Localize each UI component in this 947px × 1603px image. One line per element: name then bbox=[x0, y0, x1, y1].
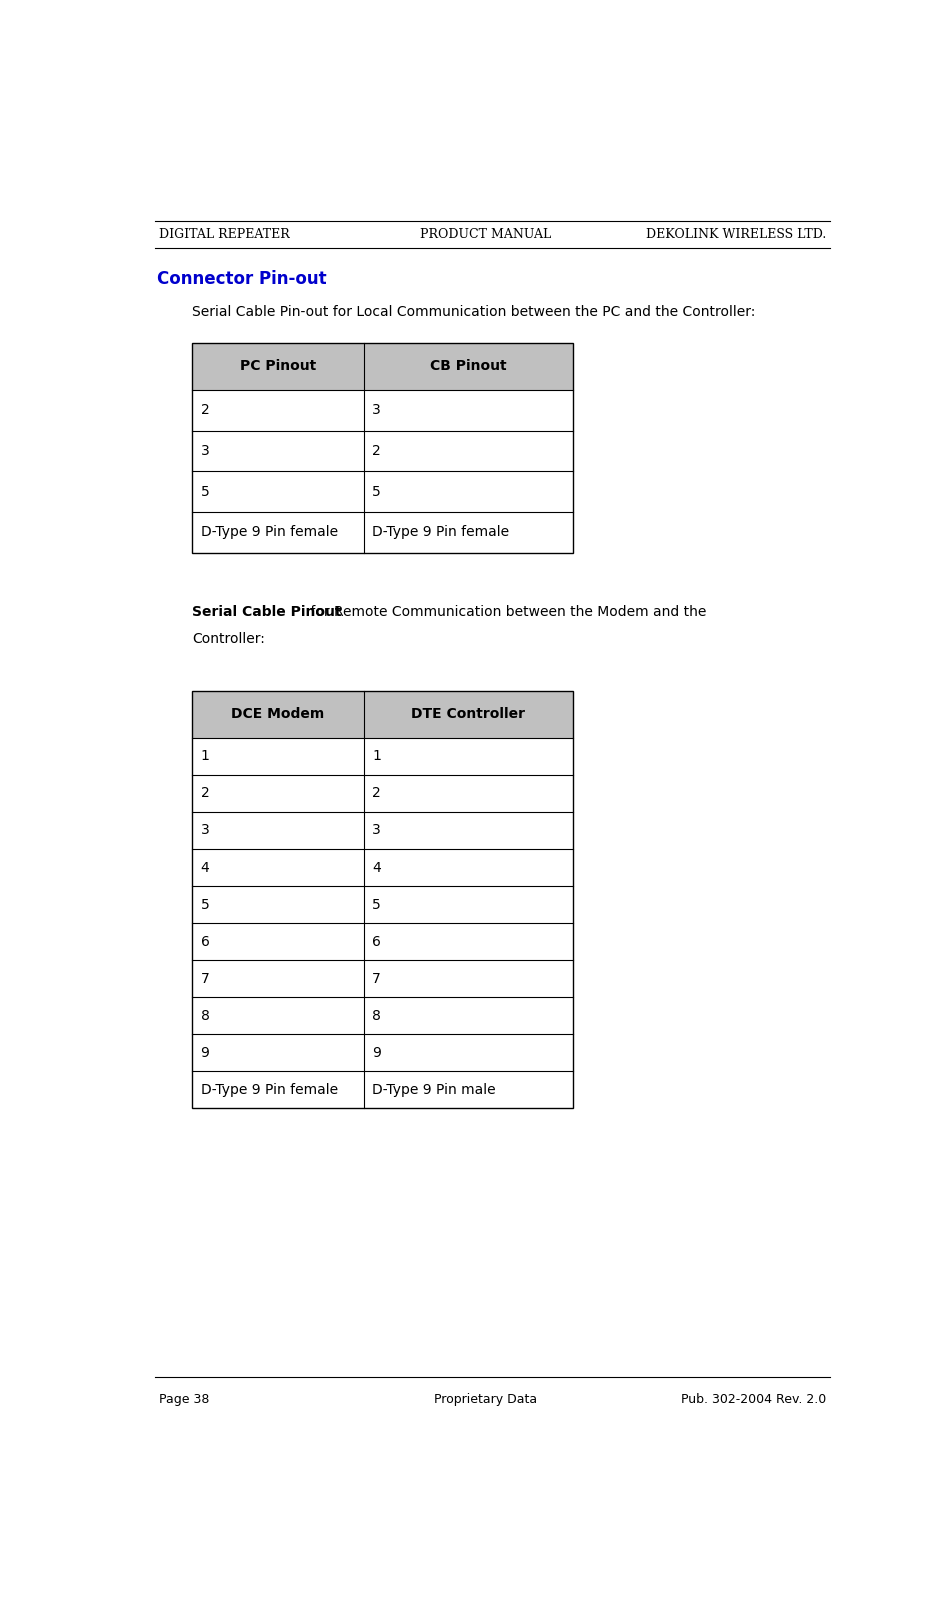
Text: 7: 7 bbox=[201, 971, 209, 986]
Text: 3: 3 bbox=[372, 824, 381, 837]
Text: 1: 1 bbox=[201, 750, 209, 763]
Text: DEKOLINK WIRELESS LTD.: DEKOLINK WIRELESS LTD. bbox=[647, 228, 827, 240]
Text: 9: 9 bbox=[201, 1045, 209, 1060]
Text: 2: 2 bbox=[372, 787, 381, 800]
Text: Serial Cable Pinout: Serial Cable Pinout bbox=[192, 604, 341, 619]
Text: Serial Cable Pin-out for Local Communication between the PC and the Controller:: Serial Cable Pin-out for Local Communica… bbox=[192, 305, 755, 319]
Bar bbox=[192, 343, 574, 390]
Bar bbox=[192, 343, 574, 553]
Text: 6: 6 bbox=[372, 935, 382, 949]
Text: 5: 5 bbox=[201, 484, 209, 499]
Text: 4: 4 bbox=[372, 861, 381, 875]
Text: D-Type 9 Pin female: D-Type 9 Pin female bbox=[372, 526, 509, 540]
Text: CB Pinout: CB Pinout bbox=[430, 359, 507, 373]
Text: PC Pinout: PC Pinout bbox=[240, 359, 315, 373]
Text: 3: 3 bbox=[201, 444, 209, 458]
Text: 5: 5 bbox=[372, 898, 381, 912]
Text: for Remote Communication between the Modem and the: for Remote Communication between the Mod… bbox=[306, 604, 706, 619]
Text: 4: 4 bbox=[201, 861, 209, 875]
Text: 3: 3 bbox=[201, 824, 209, 837]
Text: DIGITAL REPEATER: DIGITAL REPEATER bbox=[159, 228, 290, 240]
Text: D-Type 9 Pin male: D-Type 9 Pin male bbox=[372, 1082, 496, 1096]
Text: Controller:: Controller: bbox=[192, 632, 264, 646]
Text: 8: 8 bbox=[372, 1008, 382, 1023]
Bar bbox=[192, 691, 574, 737]
Text: 2: 2 bbox=[201, 404, 209, 417]
Text: D-Type 9 Pin female: D-Type 9 Pin female bbox=[201, 526, 338, 540]
Text: 5: 5 bbox=[201, 898, 209, 912]
Text: 1: 1 bbox=[372, 750, 382, 763]
Text: DCE Modem: DCE Modem bbox=[231, 707, 324, 721]
Text: 7: 7 bbox=[372, 971, 381, 986]
Text: Connector Pin-out: Connector Pin-out bbox=[156, 269, 326, 289]
Text: Page 38: Page 38 bbox=[159, 1393, 209, 1406]
Bar bbox=[192, 691, 574, 1108]
Text: 8: 8 bbox=[201, 1008, 209, 1023]
Text: 3: 3 bbox=[372, 404, 381, 417]
Text: Proprietary Data: Proprietary Data bbox=[434, 1393, 537, 1406]
Text: 2: 2 bbox=[372, 444, 381, 458]
Text: 2: 2 bbox=[201, 787, 209, 800]
Text: 5: 5 bbox=[372, 484, 381, 499]
Text: D-Type 9 Pin female: D-Type 9 Pin female bbox=[201, 1082, 338, 1096]
Text: 9: 9 bbox=[372, 1045, 382, 1060]
Text: DTE Controller: DTE Controller bbox=[411, 707, 526, 721]
Text: PRODUCT MANUAL: PRODUCT MANUAL bbox=[420, 228, 551, 240]
Text: Pub. 302-2004 Rev. 2.0: Pub. 302-2004 Rev. 2.0 bbox=[681, 1393, 827, 1406]
Text: 6: 6 bbox=[201, 935, 209, 949]
